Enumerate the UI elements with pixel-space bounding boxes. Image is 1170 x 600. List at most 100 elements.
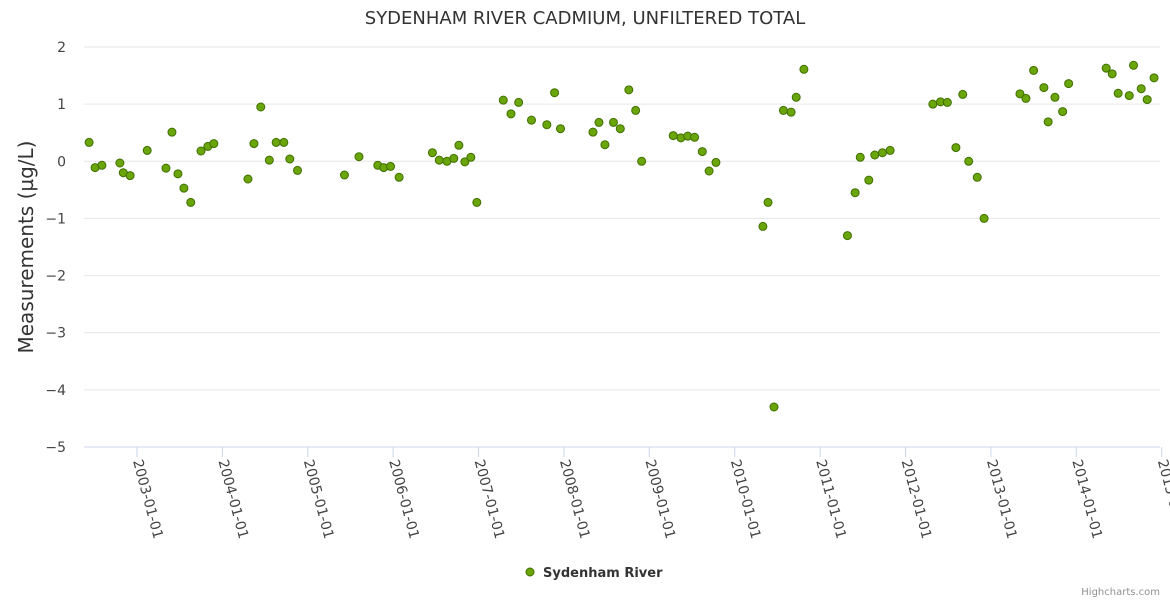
data-point[interactable] (125, 171, 135, 181)
data-point[interactable] (386, 161, 396, 171)
data-point[interactable] (434, 155, 444, 165)
data-point[interactable] (799, 64, 809, 74)
data-point[interactable] (271, 137, 281, 147)
x-tick-label: 2005-01-01 (300, 458, 337, 541)
data-point[interactable] (850, 188, 860, 198)
data-point[interactable] (842, 231, 852, 241)
data-point[interactable] (979, 213, 989, 223)
data-point[interactable] (354, 152, 364, 162)
data-point[interactable] (637, 156, 647, 166)
legend[interactable]: Sydenham River (525, 566, 663, 581)
data-point[interactable] (179, 183, 189, 193)
data-point[interactable] (550, 88, 560, 98)
data-point[interactable] (1101, 63, 1111, 73)
data-point[interactable] (243, 174, 253, 184)
data-point[interactable] (466, 152, 476, 162)
data-point[interactable] (668, 131, 678, 141)
x-tick-label: 2012-01-01 (898, 458, 935, 541)
data-point[interactable] (928, 99, 938, 109)
credits-link[interactable]: Highcharts.com (1081, 587, 1160, 598)
data-point[interactable] (339, 170, 349, 180)
data-point[interactable] (1021, 93, 1031, 103)
data-point[interactable] (1058, 107, 1068, 117)
data-point[interactable] (864, 175, 874, 185)
data-point[interactable] (1149, 73, 1159, 83)
data-point[interactable] (1124, 91, 1134, 101)
data-point[interactable] (1107, 69, 1117, 79)
data-point[interactable] (704, 166, 714, 176)
data-point[interactable] (285, 154, 295, 164)
data-point[interactable] (115, 158, 125, 168)
data-point[interactable] (1039, 83, 1049, 93)
x-tick-label: 2010-01-01 (727, 458, 764, 541)
data-point[interactable] (84, 137, 94, 147)
chart-title: SYDENHAM RIVER CADMIUM, UNFILTERED TOTAL (365, 8, 805, 29)
data-point[interactable] (196, 146, 206, 156)
data-point[interactable] (209, 139, 219, 149)
data-point[interactable] (964, 156, 974, 166)
x-tick-label: 2003-01-01 (129, 458, 166, 541)
data-point[interactable] (1050, 92, 1060, 102)
data-point[interactable] (427, 148, 437, 158)
data-point[interactable] (167, 127, 177, 137)
data-point[interactable] (870, 150, 880, 160)
data-point[interactable] (454, 140, 464, 150)
x-tick-label: 2004-01-01 (214, 458, 251, 541)
data-point[interactable] (608, 117, 618, 127)
data-point[interactable] (877, 148, 887, 158)
data-point[interactable] (161, 163, 171, 173)
data-point[interactable] (279, 137, 289, 147)
data-point[interactable] (449, 153, 459, 163)
data-point[interactable] (498, 95, 508, 105)
legend-item-sydenham-river[interactable]: Sydenham River (543, 566, 663, 581)
data-point[interactable] (885, 145, 895, 155)
data-point[interactable] (1064, 79, 1074, 89)
data-point[interactable] (249, 139, 259, 149)
data-point[interactable] (1142, 95, 1152, 105)
data-point[interactable] (394, 172, 404, 182)
data-point[interactable] (763, 197, 773, 207)
data-point[interactable] (600, 140, 610, 150)
data-point[interactable] (594, 117, 604, 127)
data-point[interactable] (526, 115, 536, 125)
gridlines (84, 46, 1160, 391)
data-point[interactable] (778, 105, 788, 115)
data-point[interactable] (1015, 89, 1025, 99)
data-point[interactable] (506, 109, 516, 119)
data-point[interactable] (697, 147, 707, 157)
data-point[interactable] (264, 155, 274, 165)
data-point[interactable] (472, 197, 482, 207)
data-point[interactable] (1113, 88, 1123, 98)
data-point[interactable] (542, 120, 552, 130)
data-point[interactable] (624, 85, 634, 95)
data-point[interactable] (514, 97, 524, 107)
data-point[interactable] (758, 221, 768, 231)
data-point[interactable] (855, 152, 865, 162)
data-point[interactable] (173, 169, 183, 179)
x-tick-label: 2009-01-01 (641, 458, 678, 541)
data-point[interactable] (1043, 117, 1053, 127)
y-tick-label: −4 (45, 383, 66, 399)
data-point[interactable] (1129, 60, 1139, 70)
data-point[interactable] (556, 124, 566, 134)
data-point[interactable] (690, 132, 700, 142)
data-point[interactable] (951, 143, 961, 153)
data-point[interactable] (615, 124, 625, 134)
data-point[interactable] (1136, 84, 1146, 94)
data-point[interactable] (588, 127, 598, 137)
data-point[interactable] (1029, 65, 1039, 75)
data-point[interactable] (769, 402, 779, 412)
data-point[interactable] (186, 197, 196, 207)
data-point[interactable] (942, 97, 952, 107)
data-point[interactable] (791, 92, 801, 102)
data-point[interactable] (786, 107, 796, 117)
data-point[interactable] (972, 172, 982, 182)
data-point[interactable] (631, 105, 641, 115)
data-point[interactable] (97, 160, 107, 170)
data-point[interactable] (142, 145, 152, 155)
data-point[interactable] (958, 89, 968, 99)
data-point[interactable] (460, 157, 470, 167)
data-point[interactable] (292, 165, 302, 175)
data-point[interactable] (256, 102, 266, 112)
data-point[interactable] (711, 157, 721, 167)
